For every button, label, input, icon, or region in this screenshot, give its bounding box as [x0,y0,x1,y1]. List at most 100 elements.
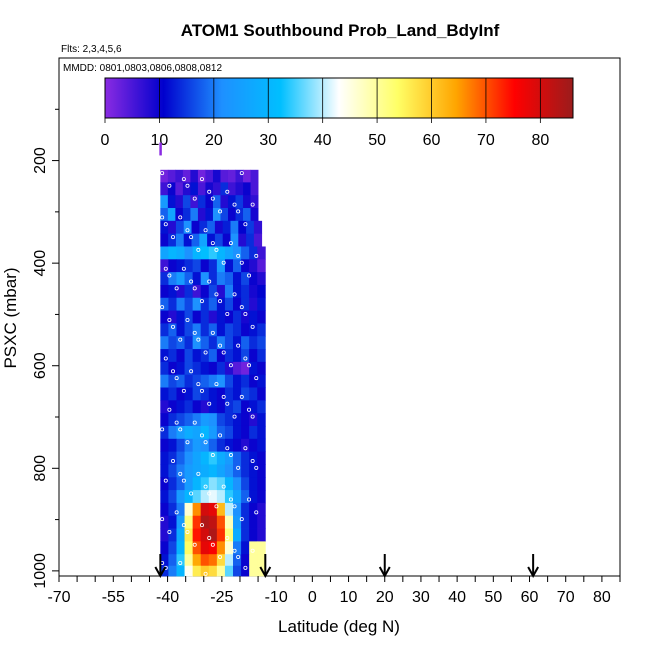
heatmap-cell [216,554,226,567]
heatmap-cell [224,451,234,465]
heatmap-cell [168,565,177,577]
x-tick-label: -40 [156,589,179,606]
heatmap-cell [160,387,169,401]
dates-note: MMDD: 0801,0803,0806,0808,0812 [63,63,222,74]
heatmap-cell [208,565,218,577]
heatmap-cell [192,464,202,478]
sample-marker [181,478,186,483]
sample-marker [243,222,248,227]
heatmap-cell [241,284,250,299]
sample-marker [247,407,252,412]
heatmap-cell [233,361,242,376]
heatmap-cell [200,554,210,567]
heatmap-cell [176,554,185,567]
heatmap-cell [208,349,218,363]
y-tick-label: 200 [32,147,49,174]
heatmap-cell [249,425,258,440]
heatmap-cell [241,565,250,577]
heatmap-cell [233,336,242,350]
heatmap-cell [176,349,185,363]
heatmap-cell [160,528,169,542]
heatmap-cell [160,195,169,209]
heatmap-cell [184,565,194,577]
sample-marker [203,440,208,445]
heatmap-cell [241,554,250,567]
sample-marker [171,235,176,240]
heatmap-cell [200,284,210,299]
heatmap-cell [224,336,234,350]
heatmap-cell [216,246,226,260]
heatmap-cell [224,272,234,286]
heatmap-cell [233,323,242,337]
heatmap-cell [168,554,177,567]
heatmap-cell [233,565,242,577]
sample-marker [192,420,197,425]
heatmap-cell [176,336,185,350]
x-tick-label: 20 [376,589,394,606]
heatmap-cell [182,169,191,183]
heatmap-cell [249,284,258,299]
heatmap-cell [250,169,259,183]
heatmap-cell [160,233,169,247]
heatmap-cell [160,323,169,337]
sample-marker [210,330,215,335]
heatmap-cell [224,554,234,567]
heatmap-cell [199,220,208,235]
heatmap-cell [222,220,231,235]
sample-marker [232,414,237,419]
heatmap-cell [168,310,177,324]
heatmap-cell [257,336,266,350]
sample-marker [203,350,208,355]
heatmap-cell [216,349,226,363]
sample-marker [225,401,230,406]
sample-marker [178,427,183,432]
heatmap-cell [257,259,266,273]
heatmap-cell [216,438,226,453]
heatmap-cell [200,464,210,478]
heatmap-cell [168,220,177,235]
sample-marker [189,491,194,496]
sample-marker [232,202,237,207]
heatmap-cell [249,246,258,260]
sample-marker [214,247,219,252]
heatmap-cell [184,451,194,465]
x-tick-label: 10 [340,589,358,606]
sample-marker [196,247,201,252]
sample-marker [160,517,165,522]
heatmap-cell [212,208,221,222]
heatmap-cell [257,464,266,478]
sample-marker [171,369,176,374]
heatmap-cell [184,349,194,363]
x-tick-label: 40 [448,589,466,606]
heatmap-cell [160,425,169,440]
heatmap-cell [257,528,266,542]
heatmap-cell [190,169,199,183]
heatmap-cell [249,272,258,286]
heatmap-cell [192,502,202,517]
heatmap-cell [224,477,234,491]
heatmap-cell [200,361,210,376]
heatmap-cell [168,490,177,504]
colorbar-tick-label: 10 [151,132,169,149]
sample-markers [159,142,259,576]
sample-marker [181,388,186,393]
heatmap-cell [205,182,214,196]
heatmap-cell [184,438,194,453]
heatmap-cell [182,208,191,222]
sample-marker [160,171,165,176]
heatmap-cell [220,182,229,196]
heatmap-cell [184,246,194,260]
heatmap-cell [241,400,250,414]
heatmap-cell [224,361,234,376]
heatmap-cell [208,502,218,517]
sample-marker [250,414,255,419]
heatmap-cell [233,272,242,286]
heatmap-cell [224,259,234,273]
sample-marker [160,215,165,220]
heatmap-cell [160,272,169,286]
heatmap-cell [224,490,234,504]
heatmap-cell [216,310,226,324]
heatmap-cell [249,310,258,324]
heatmap-cell [257,387,266,401]
sample-marker [163,356,168,361]
